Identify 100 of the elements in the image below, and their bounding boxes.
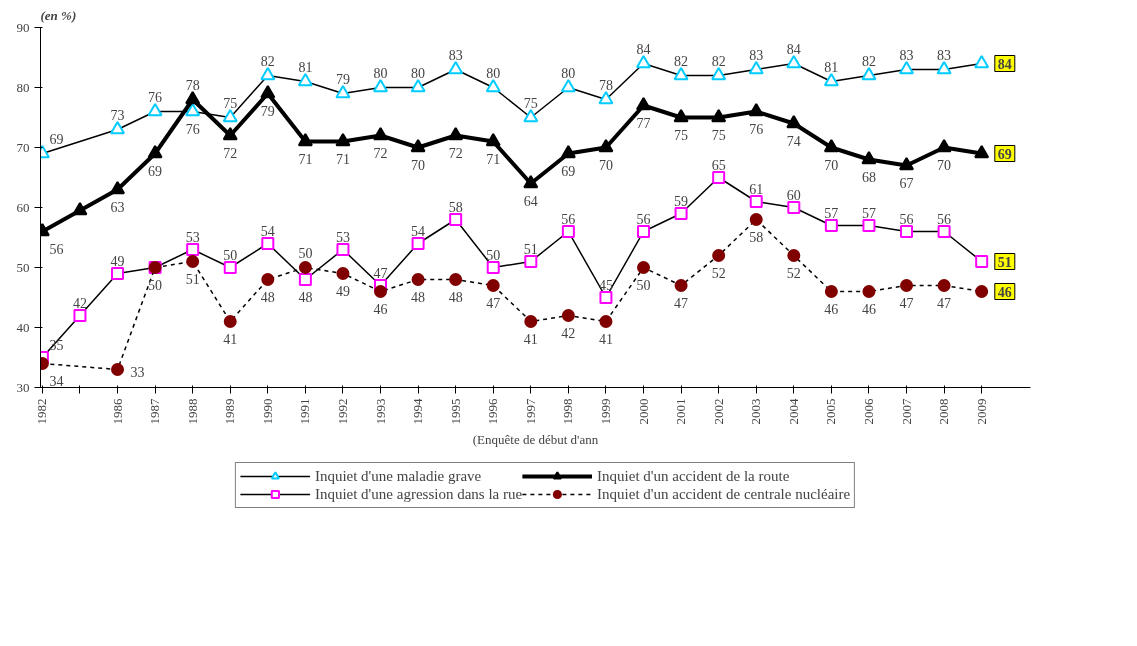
- data-label: 78: [185, 77, 200, 93]
- y-tick-label: 80: [16, 79, 30, 95]
- data-label: 71: [335, 151, 350, 167]
- data-label: 75: [674, 127, 689, 143]
- y-tick-label: 70: [16, 139, 30, 155]
- x-tick-label: 1987: [147, 398, 163, 425]
- data-label: 52: [711, 265, 726, 281]
- x-tick-label: 2005: [823, 398, 839, 425]
- legend-label: Inquiet d'une maladie grave: [314, 467, 482, 485]
- data-label: 47: [486, 295, 501, 311]
- x-tick-label: 1999: [597, 398, 613, 425]
- data-label: 76: [749, 121, 764, 137]
- data-label: 41: [598, 331, 613, 347]
- data-label: 65: [711, 157, 726, 173]
- y-tick-label: 40: [16, 319, 30, 335]
- data-label: 82: [260, 53, 275, 69]
- y-axis-title: (en %): [40, 7, 77, 23]
- data-label: 69: [997, 146, 1012, 162]
- data-label: 48: [298, 289, 313, 305]
- data-label: 42: [561, 325, 576, 341]
- x-tick-label: 1995: [447, 398, 463, 425]
- data-label: 51: [523, 241, 538, 257]
- x-tick-label: 2004: [785, 398, 801, 425]
- data-label: 67: [899, 175, 914, 191]
- data-label: 80: [486, 65, 501, 81]
- data-label: 42: [72, 295, 87, 311]
- data-label: 57: [861, 205, 876, 221]
- data-label: 46: [373, 301, 388, 317]
- data-label: 83: [448, 47, 463, 63]
- legend-label: Inquiet d'un accident de centrale nucléaire: [597, 485, 851, 503]
- x-tick-label: 1986: [109, 398, 125, 425]
- data-label: 48: [411, 289, 426, 305]
- data-label: 70: [824, 157, 839, 173]
- data-label: 47: [373, 265, 388, 281]
- x-tick-label: 2003: [748, 398, 764, 425]
- data-label: 53: [335, 229, 350, 245]
- data-label: 41: [523, 331, 538, 347]
- y-tick-label: 50: [16, 259, 30, 275]
- data-label: 47: [937, 295, 952, 311]
- x-tick-label: 1988: [184, 398, 200, 425]
- data-label: 45: [598, 277, 613, 293]
- data-label: 46: [824, 301, 839, 317]
- data-label: 52: [786, 265, 801, 281]
- data-label: 84: [636, 41, 651, 57]
- data-label: 74: [786, 133, 801, 149]
- data-label: 51: [997, 254, 1012, 270]
- data-label: 47: [674, 295, 689, 311]
- data-label: 80: [561, 65, 576, 81]
- data-label: 76: [185, 121, 200, 137]
- data-label: 48: [260, 289, 275, 305]
- data-label: 54: [260, 223, 275, 239]
- data-label: 79: [260, 103, 275, 119]
- data-label: 68: [861, 169, 876, 185]
- data-label: 34: [49, 373, 64, 389]
- data-label: 50: [223, 247, 238, 263]
- data-label: 61: [749, 181, 764, 197]
- data-label: 72: [223, 145, 238, 161]
- data-label: 46: [997, 284, 1012, 300]
- data-label: 76: [148, 89, 163, 105]
- data-label: 82: [711, 53, 726, 69]
- data-label: 51: [185, 271, 200, 287]
- x-tick-label: 2001: [673, 398, 689, 425]
- data-label: 53: [185, 229, 200, 245]
- data-label: 75: [523, 95, 538, 111]
- data-label: 73: [110, 107, 125, 123]
- data-label: 72: [448, 145, 463, 161]
- data-label: 83: [899, 47, 914, 63]
- data-label: 77: [636, 115, 651, 131]
- data-label: 64: [523, 193, 538, 209]
- y-tick-label: 90: [16, 19, 30, 35]
- x-tick-label: 1994: [410, 398, 426, 425]
- data-label: 41: [223, 331, 238, 347]
- data-label: 69: [561, 163, 576, 179]
- x-tick-label: 1996: [485, 398, 501, 425]
- x-tick-label: 1992: [334, 398, 350, 425]
- x-tick-label: 2002: [710, 398, 726, 425]
- y-tick-label: 30: [16, 379, 30, 395]
- x-tick-label: 1990: [259, 398, 275, 425]
- data-label: 83: [749, 47, 764, 63]
- data-label: 54: [411, 223, 426, 239]
- data-label: 71: [298, 151, 313, 167]
- y-tick-label: 60: [16, 199, 30, 215]
- data-label: 70: [598, 157, 613, 173]
- data-label: 84: [997, 56, 1012, 72]
- data-label: 60: [786, 187, 801, 203]
- data-label: 50: [148, 277, 163, 293]
- data-label: 58: [749, 229, 764, 245]
- data-label: 56: [561, 211, 576, 227]
- data-label: 82: [861, 53, 876, 69]
- x-axis-title: (Enquête de début d'ann: [472, 432, 599, 448]
- legend-label: Inquiet d'une agression dans la rue: [314, 485, 523, 503]
- x-tick-label: 2000: [635, 398, 651, 425]
- data-label: 81: [824, 59, 839, 75]
- data-label: 80: [411, 65, 426, 81]
- data-label: 47: [899, 295, 914, 311]
- data-label: 56: [636, 211, 651, 227]
- data-label: 50: [486, 247, 501, 263]
- data-label: 48: [448, 289, 463, 305]
- x-tick-label: 1982: [34, 398, 50, 425]
- data-label: 81: [298, 59, 313, 75]
